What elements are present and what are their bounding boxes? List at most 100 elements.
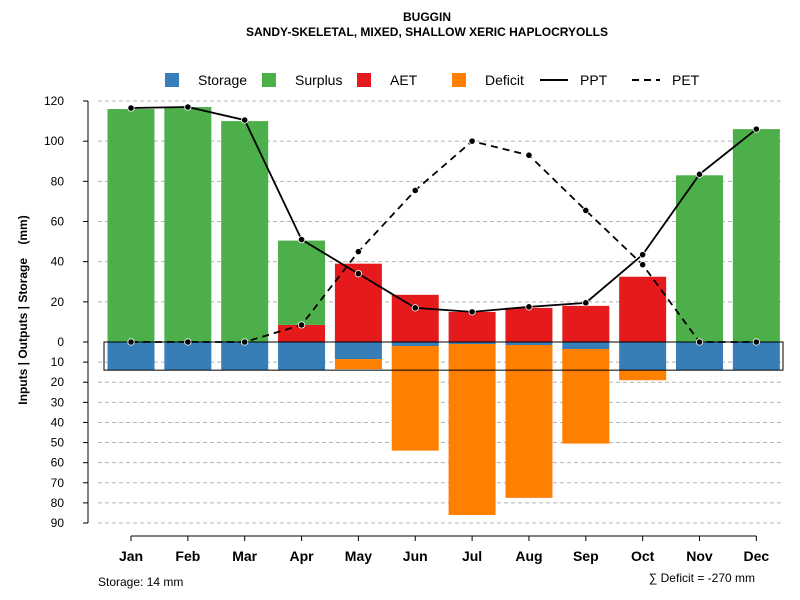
- y-tick-label: 40: [51, 255, 65, 269]
- ppt-line: [130, 106, 757, 313]
- legend-label-surplus: Surplus: [295, 72, 342, 88]
- y-tick-label: 70: [51, 476, 65, 490]
- bar-storage-may: [334, 342, 382, 360]
- y-tick-label: 30: [51, 395, 65, 409]
- legend: Storage Surplus AET Deficit PPT PET: [165, 72, 700, 88]
- pet-point-oct: [639, 261, 647, 269]
- series-lines: [127, 103, 760, 346]
- bar-deficit-oct: [619, 370, 667, 381]
- pet-point-dec: [752, 338, 760, 346]
- bar-storage-apr: [278, 342, 326, 371]
- bar-surplus-jan: [107, 109, 155, 343]
- y-tick-label: 10: [51, 355, 65, 369]
- pet-point-feb: [184, 338, 192, 346]
- bar-storage-feb: [164, 342, 212, 371]
- pet-point-may: [354, 248, 362, 256]
- ppt-point-jan: [127, 104, 135, 112]
- y-tick-label: 80: [51, 496, 65, 510]
- storage-note: Storage: 14 mm: [98, 575, 183, 589]
- ppt-point-dec: [752, 125, 760, 133]
- y-tick-label: 20: [51, 295, 65, 309]
- chart-title: BUGGIN: [403, 10, 451, 24]
- bar-surplus-mar: [221, 121, 269, 342]
- pet-point-jan: [127, 338, 135, 346]
- pet-point-nov: [695, 338, 704, 346]
- x-tick-label-oct: Oct: [631, 548, 655, 564]
- bar-storage-oct: [619, 342, 667, 371]
- pet-point-jun: [411, 186, 419, 194]
- bar-aet-sep: [562, 305, 610, 342]
- x-tick-label-nov: Nov: [686, 548, 713, 564]
- gridlines: [98, 100, 783, 524]
- y-tick-label: 120: [44, 94, 64, 108]
- ppt-point-sep: [582, 299, 590, 307]
- bar-storage-dec: [732, 342, 780, 371]
- bar-aet-oct: [619, 276, 667, 342]
- bar-deficit-jul: [448, 344, 496, 515]
- legend-label-aet: AET: [390, 72, 418, 88]
- y-axis-label: Inputs | Outputs | Storage (mm): [16, 215, 30, 404]
- axes: 0 20 40 60 80 100 120 10 20 30 40 50 60 70 80 90 Jan Feb M…: [44, 94, 769, 564]
- bars: [103, 107, 784, 515]
- bar-storage-nov: [676, 342, 723, 371]
- y-tick-label: 50: [51, 436, 65, 450]
- bar-surplus-nov: [676, 175, 723, 342]
- y-tick-label: 100: [44, 134, 64, 148]
- bar-deficit-may: [334, 359, 382, 370]
- chart-subtitle: SANDY-SKELETAL, MIXED, SHALLOW XERIC HAP…: [246, 25, 608, 39]
- bar-deficit-jun: [391, 346, 439, 451]
- legend-label-ppt: PPT: [580, 72, 608, 88]
- bar-storage-mar: [221, 342, 269, 371]
- legend-label-pet: PET: [672, 72, 700, 88]
- ppt-point-aug: [525, 303, 533, 311]
- pet-point-jul: [468, 137, 476, 145]
- legend-swatch-surplus: [262, 73, 276, 87]
- bar-storage-sep: [562, 342, 610, 350]
- legend-swatch-storage: [165, 73, 179, 87]
- legend-label-deficit: Deficit: [485, 72, 524, 88]
- deficit-total: ∑ Deficit = -270 mm: [649, 571, 755, 585]
- bar-storage-jan: [107, 342, 155, 371]
- y-tick-label: 60: [51, 456, 65, 470]
- bar-surplus-dec: [732, 129, 780, 342]
- x-tick-label-jun: Jun: [403, 548, 428, 564]
- ppt-point-may: [354, 270, 362, 278]
- ppt-point-nov: [695, 170, 704, 178]
- ppt-point-mar: [241, 116, 249, 124]
- y-tick-label: 20: [51, 375, 65, 389]
- y-tick-label: 40: [51, 415, 65, 429]
- ppt-point-oct: [639, 251, 647, 259]
- x-tick-label-dec: Dec: [744, 548, 770, 564]
- y-tick-label: 80: [51, 174, 65, 188]
- bar-aet-jun: [391, 294, 439, 342]
- ppt-point-jun: [411, 304, 419, 312]
- bar-storage-jul: [448, 342, 496, 345]
- legend-swatch-aet: [357, 73, 371, 87]
- x-tick-label-mar: Mar: [232, 548, 257, 564]
- bar-surplus-apr: [278, 240, 326, 325]
- bar-deficit-aug: [505, 345, 553, 498]
- pet-point-mar: [241, 338, 249, 346]
- x-tick-label-apr: Apr: [289, 548, 314, 564]
- pet-point-sep: [582, 206, 590, 215]
- x-tick-label-aug: Aug: [515, 548, 542, 564]
- y-tick-label: 0: [57, 335, 64, 349]
- x-tick-label-feb: Feb: [175, 548, 200, 564]
- ppt-point-feb: [184, 103, 192, 111]
- bar-aet-aug: [505, 307, 553, 342]
- x-tick-label-jul: Jul: [462, 548, 482, 564]
- x-tick-label-jan: Jan: [119, 548, 143, 564]
- legend-label-storage: Storage: [198, 72, 247, 88]
- legend-swatch-deficit: [452, 73, 466, 87]
- pet-point-aug: [525, 151, 533, 159]
- bar-aet-jul: [448, 311, 496, 342]
- y-tick-label: 60: [51, 215, 65, 229]
- ppt-point-jul: [468, 308, 476, 316]
- ppt-point-apr: [297, 235, 306, 244]
- y-tick-label: 90: [51, 516, 65, 530]
- x-tick-label-may: May: [345, 548, 372, 564]
- pet-line: [131, 140, 757, 343]
- bar-surplus-feb: [164, 107, 212, 343]
- bar-storage-jun: [391, 342, 439, 347]
